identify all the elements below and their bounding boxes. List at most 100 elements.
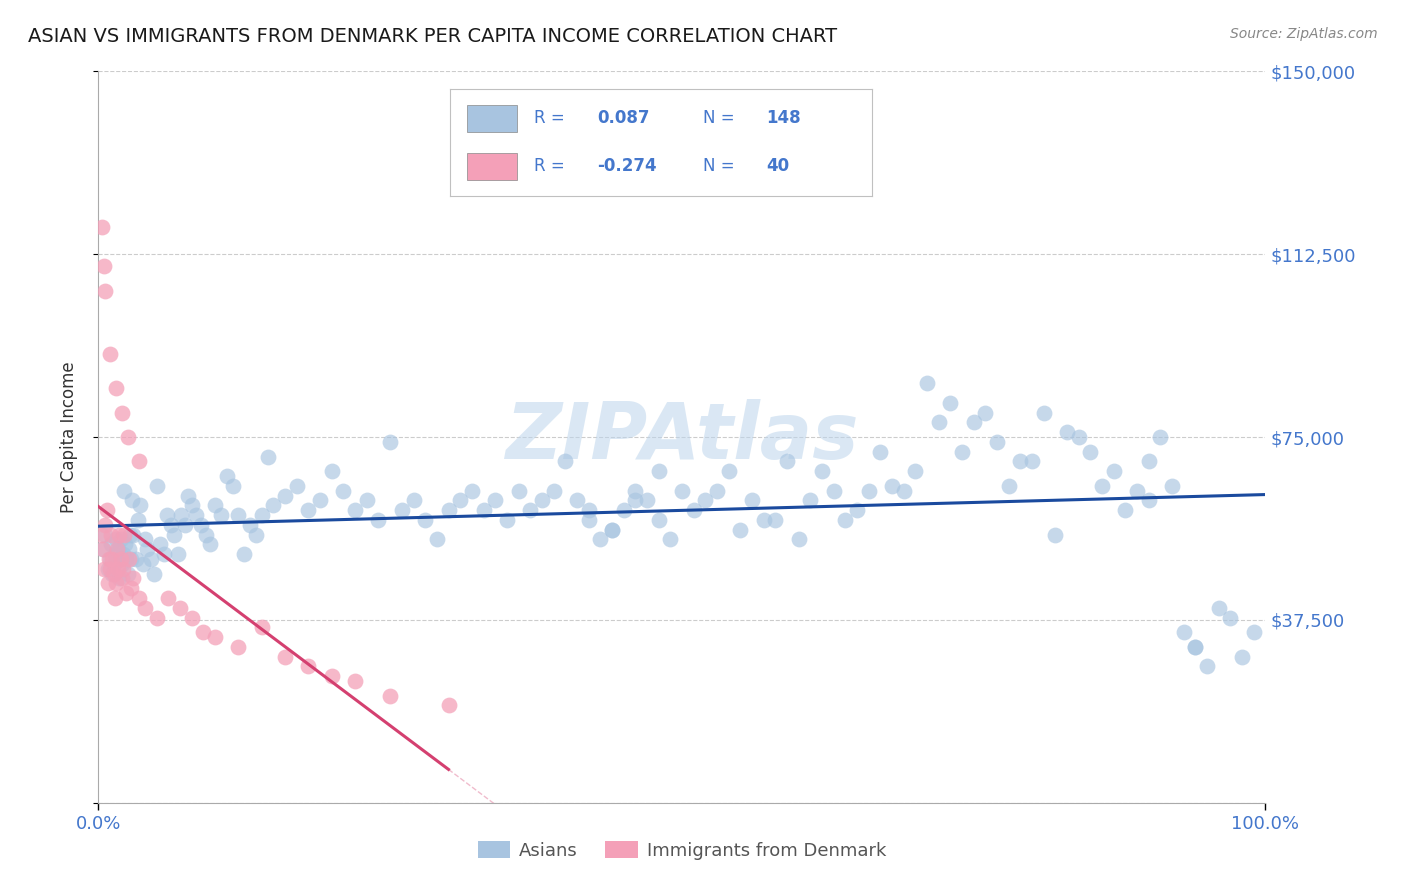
Point: [426, 533, 449, 547]
Point: [105, 542, 128, 557]
Point: [98, 552, 121, 566]
Y-axis label: Per Capita Income: Per Capita Income: [59, 361, 77, 513]
Point: [93, 562, 115, 576]
Point: [356, 493, 378, 508]
Point: [94, 284, 117, 298]
Point: [636, 493, 658, 508]
Point: [103, 557, 125, 571]
Point: [869, 444, 891, 458]
Point: [274, 489, 297, 503]
Point: [671, 483, 693, 498]
Point: [589, 533, 612, 547]
Point: [173, 517, 195, 532]
Point: [1067, 430, 1090, 444]
Point: [297, 503, 319, 517]
Point: [108, 572, 131, 586]
Point: [1032, 406, 1054, 420]
Point: [180, 610, 202, 624]
Point: [811, 464, 834, 478]
Point: [120, 581, 142, 595]
Point: [250, 508, 273, 522]
Point: [97, 576, 120, 591]
Point: [1173, 625, 1195, 640]
Text: ASIAN VS IMMIGRANTS FROM DENMARK PER CAPITA INCOME CORRELATION CHART: ASIAN VS IMMIGRANTS FROM DENMARK PER CAP…: [28, 27, 837, 45]
Point: [1230, 649, 1253, 664]
Point: [180, 499, 202, 513]
Point: [437, 698, 460, 713]
Point: [91, 542, 114, 557]
Point: [297, 659, 319, 673]
Point: [915, 376, 938, 391]
Point: [1208, 600, 1230, 615]
Point: [111, 406, 134, 420]
Point: [118, 542, 141, 557]
Point: [285, 479, 308, 493]
Point: [104, 381, 127, 395]
Point: [104, 533, 127, 547]
Point: [256, 450, 278, 464]
Point: [107, 562, 129, 576]
Point: [730, 523, 752, 537]
Point: [1184, 640, 1206, 654]
Point: [122, 572, 145, 586]
Text: -0.274: -0.274: [598, 157, 657, 175]
Point: [110, 533, 132, 547]
Text: R =: R =: [534, 157, 565, 175]
Text: 0.087: 0.087: [598, 109, 650, 127]
Point: [90, 527, 112, 541]
Text: ZIPAtlas: ZIPAtlas: [505, 399, 859, 475]
Point: [1197, 659, 1219, 673]
Point: [111, 572, 134, 586]
Point: [103, 566, 125, 581]
Point: [776, 454, 799, 468]
Point: [647, 464, 669, 478]
Point: [193, 625, 215, 640]
Point: [134, 533, 156, 547]
Point: [543, 483, 565, 498]
Point: [186, 508, 208, 522]
Point: [1010, 454, 1032, 468]
Point: [695, 493, 717, 508]
Point: [104, 576, 127, 591]
Point: [1137, 454, 1160, 468]
Point: [600, 523, 623, 537]
Point: [391, 503, 413, 517]
Point: [115, 586, 138, 600]
Point: [461, 483, 484, 498]
Point: [132, 557, 155, 571]
Point: [717, 464, 740, 478]
Point: [624, 483, 647, 498]
Point: [110, 552, 132, 566]
Point: [104, 547, 127, 561]
Point: [367, 513, 389, 527]
Point: [484, 493, 506, 508]
Point: [578, 513, 600, 527]
Point: [159, 517, 181, 532]
Point: [97, 562, 120, 576]
Point: [706, 483, 728, 498]
Point: [682, 503, 704, 517]
Point: [799, 493, 821, 508]
Point: [149, 537, 172, 551]
Point: [846, 503, 869, 517]
Text: R =: R =: [534, 109, 565, 127]
Point: [96, 503, 118, 517]
Point: [928, 416, 950, 430]
Point: [112, 527, 135, 541]
Point: [100, 537, 122, 551]
Point: [380, 689, 402, 703]
Point: [741, 493, 763, 508]
Point: [519, 503, 541, 517]
Point: [612, 503, 634, 517]
Point: [752, 513, 775, 527]
Point: [107, 542, 129, 557]
Point: [332, 483, 354, 498]
Point: [578, 503, 600, 517]
Point: [763, 513, 786, 527]
Point: [1080, 444, 1102, 458]
Point: [1126, 483, 1149, 498]
Point: [344, 503, 367, 517]
Point: [98, 347, 121, 361]
Point: [939, 396, 962, 410]
Point: [105, 552, 128, 566]
